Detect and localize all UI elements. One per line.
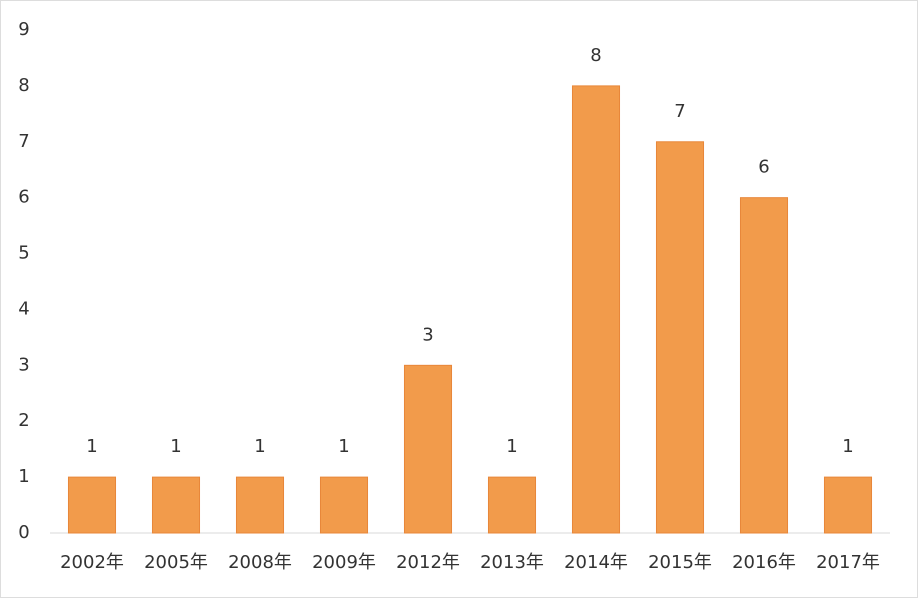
x-tick-label: 2012年: [396, 552, 460, 573]
y-tick-label: 3: [18, 354, 29, 375]
data-label: 8: [590, 45, 601, 66]
y-tick-label: 9: [18, 19, 29, 40]
y-tick-label: 7: [18, 131, 29, 152]
x-tick-label: 2017年: [816, 552, 880, 573]
y-tick-label: 8: [18, 75, 29, 96]
y-tick-label: 4: [18, 298, 29, 319]
data-label: 1: [842, 436, 853, 457]
bar: [319, 476, 369, 534]
data-label: 3: [422, 324, 433, 345]
x-tick-label: 2013年: [480, 552, 544, 573]
data-label: 1: [254, 436, 265, 457]
x-tick-label: 2008年: [228, 552, 292, 573]
data-label: 1: [338, 436, 349, 457]
bar: [823, 476, 873, 534]
y-tick-label: 0: [18, 522, 29, 543]
y-tick-label: 6: [18, 187, 29, 208]
data-label: 1: [86, 436, 97, 457]
x-tick-label: 2015年: [648, 552, 712, 573]
x-tick-label: 2014年: [564, 552, 628, 573]
x-tick-label: 2016年: [732, 552, 796, 573]
x-tick-label: 2005年: [144, 552, 208, 573]
data-label: 1: [506, 436, 517, 457]
bar: [151, 476, 201, 534]
bar: [403, 364, 453, 534]
x-tick-label: 2009年: [312, 552, 376, 573]
x-tick-label: 2002年: [60, 552, 124, 573]
y-tick-label: 2: [18, 410, 29, 431]
bar: [655, 141, 705, 534]
y-tick-label: 1: [18, 466, 29, 487]
bar: [571, 85, 621, 534]
data-label: 6: [758, 157, 769, 178]
data-label: 7: [674, 101, 685, 122]
data-label: 1: [170, 436, 181, 457]
bar: [67, 476, 117, 534]
bar: [235, 476, 285, 534]
bar: [739, 197, 789, 534]
y-tick-label: 5: [18, 243, 29, 264]
bar: [487, 476, 537, 534]
